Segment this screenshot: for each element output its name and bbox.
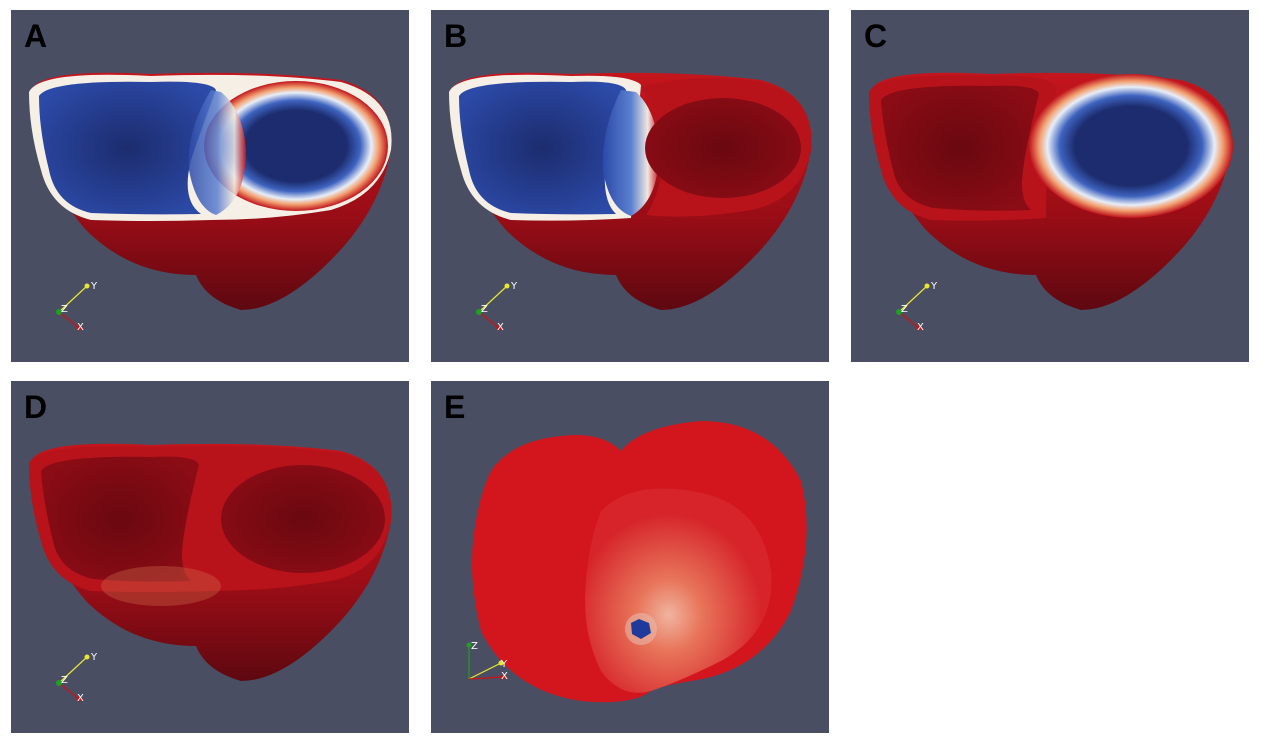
z-axis-label: Z	[471, 641, 478, 652]
axes-triad-d: Y Z X	[56, 652, 98, 704]
heart-model-b	[449, 72, 812, 310]
y-axis-label: Y	[510, 281, 518, 292]
y-axis-label: Y	[90, 652, 98, 663]
panel-label: E	[444, 389, 466, 425]
panel-b: B Y Z X	[431, 10, 829, 362]
panel-c: C Y Z X	[851, 10, 1249, 362]
panel-label: D	[24, 389, 48, 425]
axes-triad-b: Y Z X	[476, 281, 518, 333]
panel-label: A	[24, 18, 48, 54]
y-axis-label: Y	[90, 281, 98, 292]
x-axis-line	[58, 311, 80, 329]
heart-model-d	[29, 443, 392, 681]
x-axis-label: X	[501, 671, 508, 682]
stimulus-site	[631, 619, 651, 639]
z-axis-label: Z	[901, 304, 908, 315]
axes-triad-a: Y Z X	[56, 281, 98, 333]
heart-model-a	[29, 72, 392, 310]
axes-triad-e: Z Y X	[466, 641, 508, 682]
z-axis-label: Z	[61, 304, 68, 315]
panel-label: B	[444, 18, 468, 54]
panel-a: A Y Z X	[11, 10, 409, 362]
y-axis-line	[58, 285, 88, 313]
axes-triad-c: Y Z X	[896, 281, 938, 333]
x-axis-label: X	[77, 322, 84, 333]
panel-d: D Y Z X	[11, 381, 409, 733]
heart-model-c	[869, 72, 1233, 310]
z-axis-label: Z	[61, 675, 68, 686]
panel-label: C	[864, 18, 888, 54]
x-axis-label: X	[917, 322, 924, 333]
x-axis-label: X	[77, 693, 84, 704]
y-axis-label: Y	[930, 281, 938, 292]
heart-model-e	[472, 421, 807, 703]
y-axis-label: Y	[500, 659, 508, 670]
x-axis-label: X	[497, 322, 504, 333]
z-axis-label: Z	[481, 304, 488, 315]
panel-e: E Z Y X	[431, 381, 829, 733]
